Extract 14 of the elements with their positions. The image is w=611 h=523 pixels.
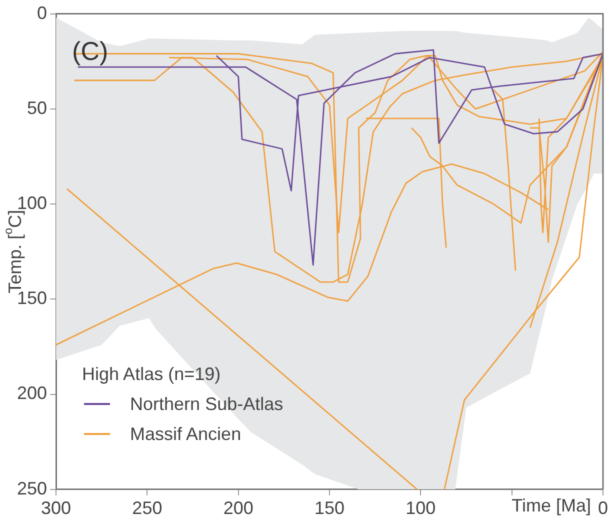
x-axis-title: Time [Ma] [512, 495, 591, 516]
y-tick-label: 200 [16, 383, 48, 404]
x-tick-label: 100 [406, 498, 436, 518]
legend-label: Northern Sub-Atlas [130, 393, 284, 416]
x-tick-label: 250 [132, 498, 162, 518]
legend-title: High Atlas (n=19) [82, 363, 222, 386]
x-tick-label: 0 [598, 498, 608, 518]
y-tick-label: 250 [16, 478, 48, 498]
x-tick-label: 300 [41, 498, 72, 518]
x-tick-label: 200 [223, 498, 254, 518]
y-tick-label: 0 [37, 2, 48, 23]
x-tick-label: 150 [314, 498, 345, 518]
legend-label: Massif Ancien [130, 423, 242, 446]
y-tick-label: 50 [27, 98, 48, 118]
